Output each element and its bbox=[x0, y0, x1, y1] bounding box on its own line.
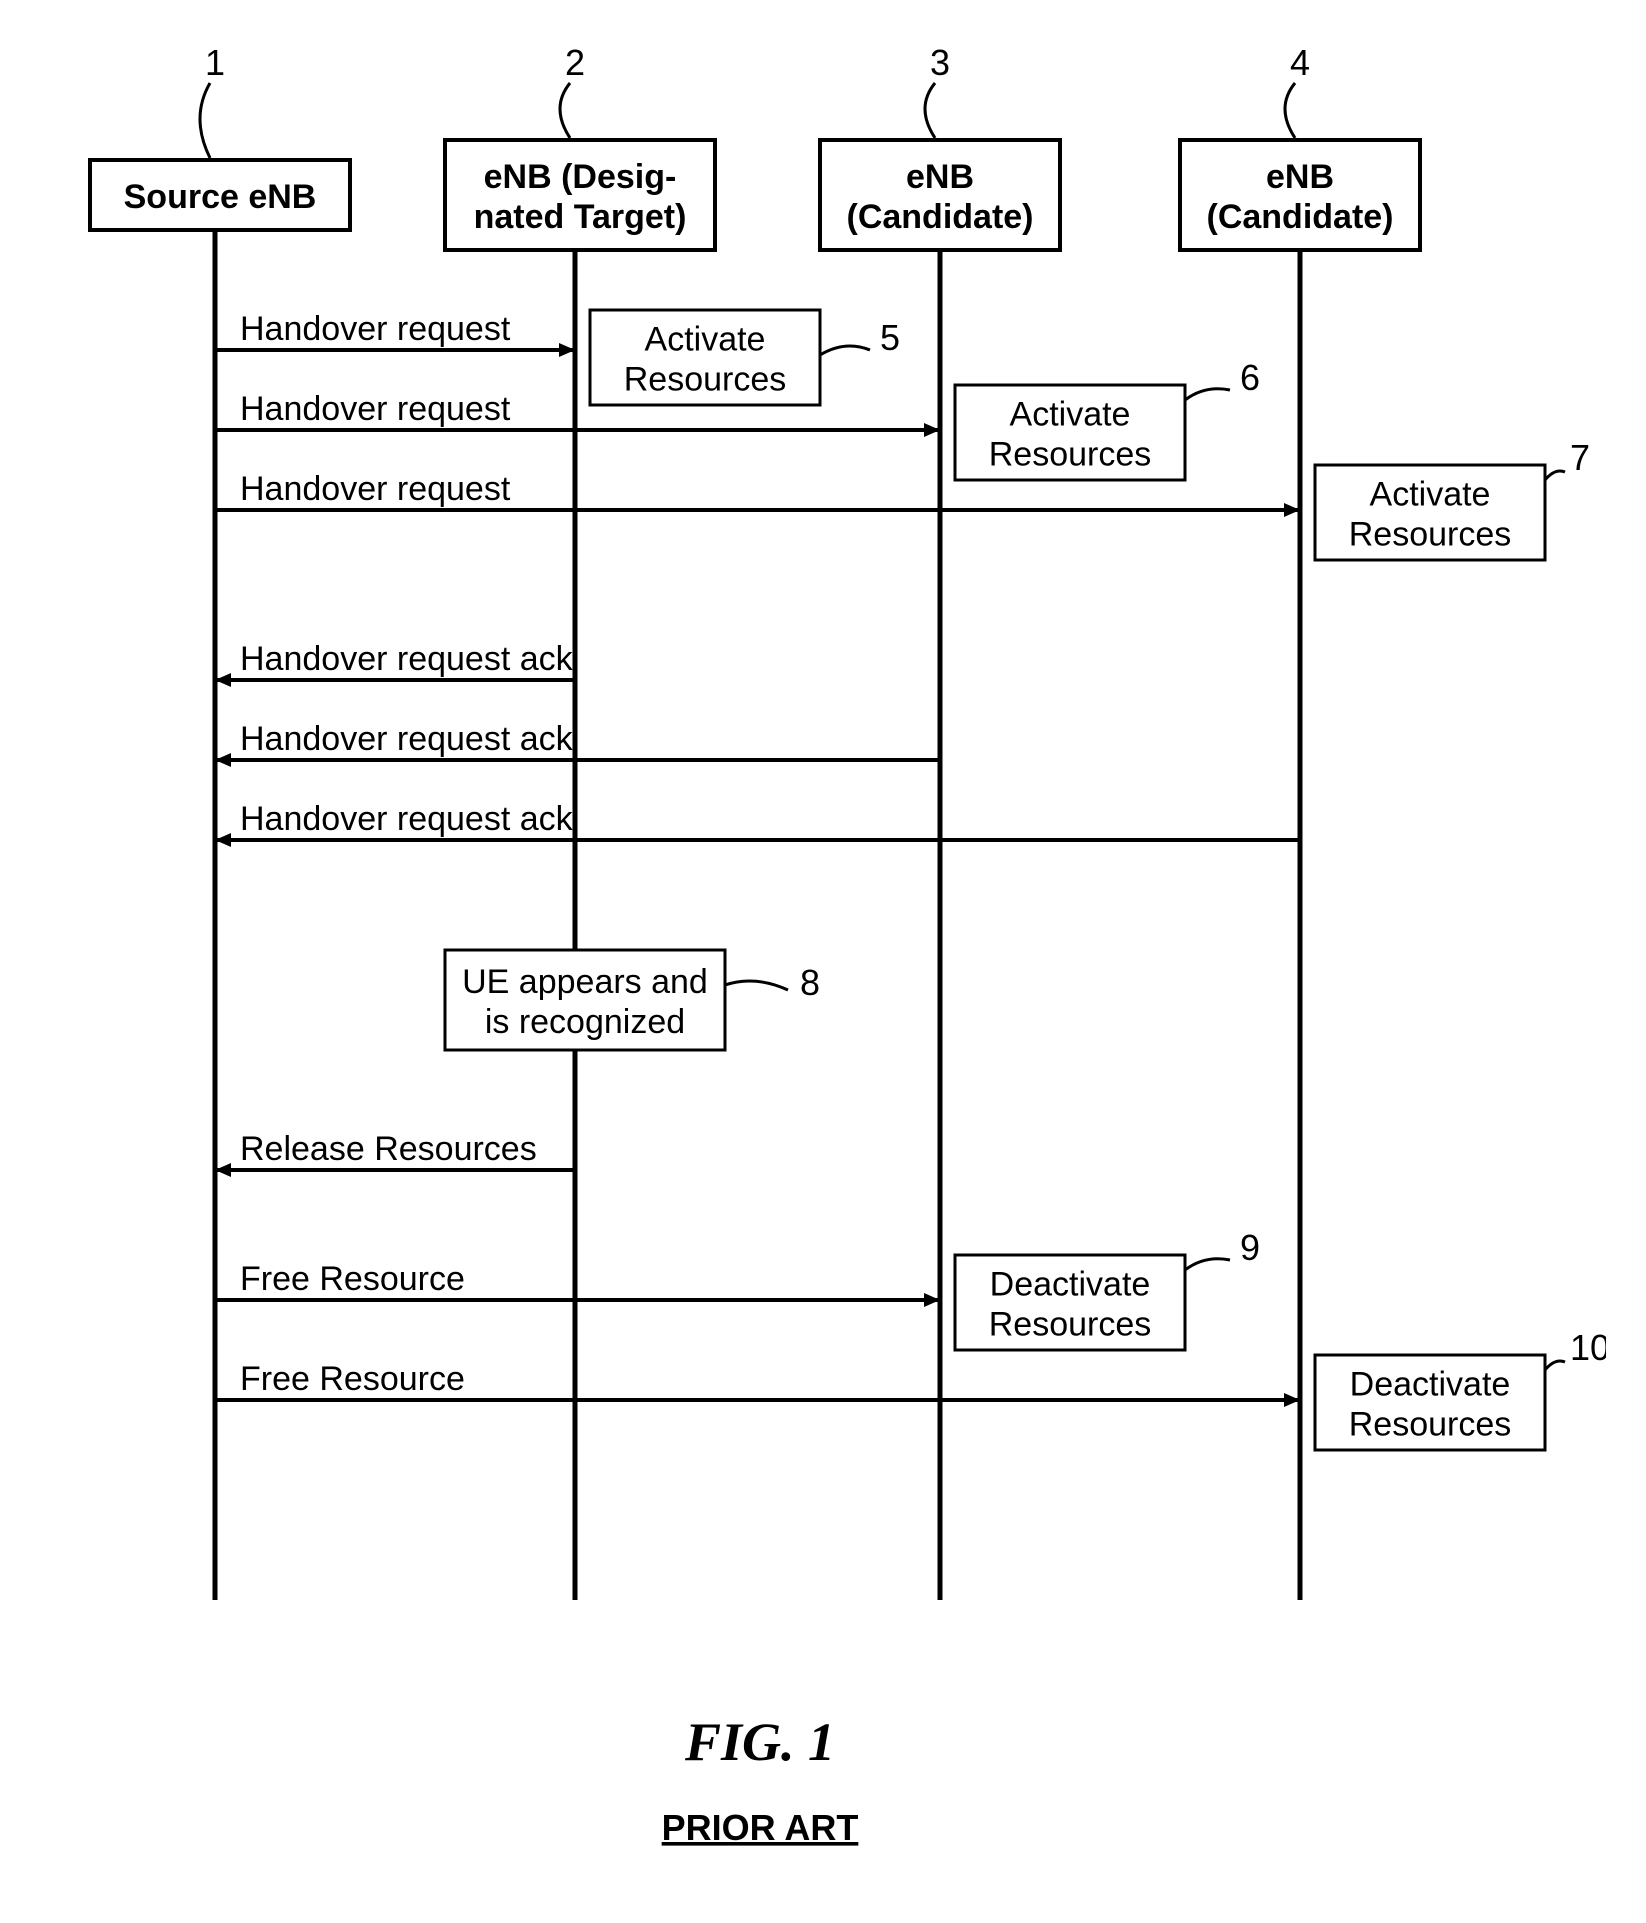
ref-connector bbox=[1545, 471, 1565, 480]
lifeline-label: eNB bbox=[906, 158, 974, 196]
ref-num-6: 6 bbox=[1240, 357, 1260, 398]
figure-subcaption: PRIOR ART bbox=[662, 1807, 859, 1848]
lifeline-label: (Candidate) bbox=[1207, 198, 1394, 236]
activity-label: Resources bbox=[989, 1305, 1152, 1343]
message-label: Handover request ack bbox=[240, 640, 574, 678]
message-label: Release Resources bbox=[240, 1130, 537, 1168]
sequence-diagram: 1 Source eNB 2 eNB (Desig-nated Target) 3 eNB… bbox=[40, 40, 1606, 1883]
activity-label: Deactivate bbox=[990, 1265, 1151, 1303]
message-label: Handover request bbox=[240, 390, 511, 428]
message-label: Free Resource bbox=[240, 1360, 465, 1398]
message-label: Handover request bbox=[240, 470, 511, 508]
ref-connector bbox=[1185, 389, 1230, 400]
activity-label: UE appears and bbox=[462, 963, 708, 1001]
activity-label: Resources bbox=[624, 360, 787, 398]
lifeline-label: eNB bbox=[1266, 158, 1334, 196]
lifeline-label: Source eNB bbox=[124, 178, 317, 216]
message-label: Handover request ack bbox=[240, 720, 574, 758]
ref-num-4: 4 bbox=[1290, 42, 1310, 83]
message-label: Handover request bbox=[240, 310, 511, 348]
lifeline-label: nated Target) bbox=[474, 198, 687, 236]
activity-label: Resources bbox=[1349, 1405, 1512, 1443]
diagram-svg: 1 Source eNB 2 eNB (Desig-nated Target) 3 eNB… bbox=[40, 40, 1606, 1883]
lifeline-label: eNB (Desig- bbox=[484, 158, 677, 196]
activity-label: Resources bbox=[1349, 515, 1512, 553]
activity-label: Deactivate bbox=[1350, 1365, 1511, 1403]
ref-connector bbox=[200, 83, 210, 158]
ref-num-8: 8 bbox=[800, 962, 820, 1003]
ref-num-3: 3 bbox=[930, 42, 950, 83]
activity-label: Activate bbox=[645, 320, 766, 358]
activity-label: Resources bbox=[989, 435, 1152, 473]
ref-connector bbox=[560, 83, 570, 138]
activity-label: is recognized bbox=[485, 1003, 685, 1041]
ref-num-10: 10 bbox=[1570, 1327, 1606, 1368]
ref-connector bbox=[925, 83, 935, 138]
ref-connector bbox=[1285, 83, 1295, 138]
activity-label: Activate bbox=[1370, 475, 1491, 513]
ref-connector bbox=[1185, 1259, 1230, 1270]
ref-num-2: 2 bbox=[565, 42, 585, 83]
message-label: Free Resource bbox=[240, 1260, 465, 1298]
ref-num-1: 1 bbox=[205, 42, 225, 83]
ref-num-9: 9 bbox=[1240, 1227, 1260, 1268]
ref-num-5: 5 bbox=[880, 317, 900, 358]
ref-connector bbox=[820, 346, 870, 355]
activity-label: Activate bbox=[1010, 395, 1131, 433]
ref-connector bbox=[1545, 1361, 1565, 1370]
ref-num-7: 7 bbox=[1570, 437, 1590, 478]
figure-caption: FIG. 1 bbox=[684, 1712, 835, 1772]
lifeline-label: (Candidate) bbox=[847, 198, 1034, 236]
ref-connector bbox=[725, 981, 788, 990]
message-label: Handover request ack bbox=[240, 800, 574, 838]
